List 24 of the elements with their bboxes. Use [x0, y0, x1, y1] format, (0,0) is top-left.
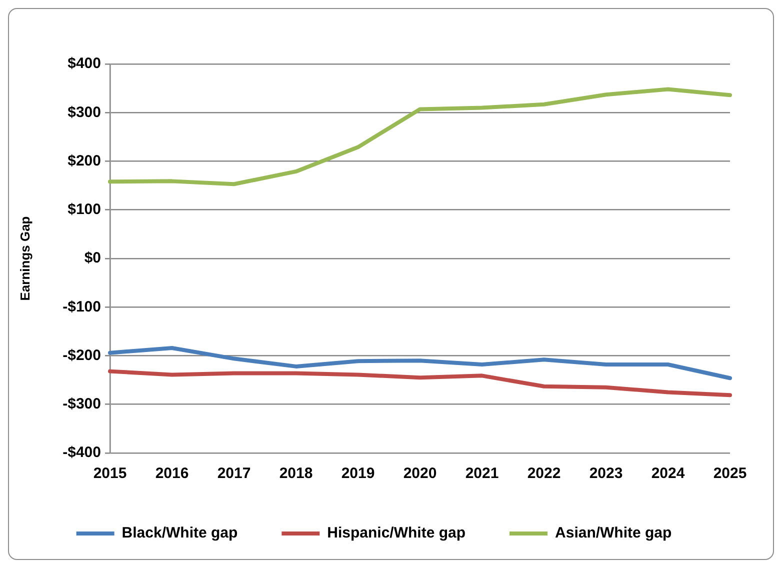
x-tick-label: 2018	[279, 465, 313, 482]
y-tick-label: -$200	[62, 346, 101, 364]
x-tick-label: 2016	[155, 465, 189, 482]
x-tick-label: 2017	[217, 465, 251, 482]
y-axis-title: Earnings Gap	[17, 216, 32, 301]
y-tick-label: $100	[68, 201, 101, 218]
y-tick-label: -$400	[62, 444, 101, 462]
x-tick-label: 2020	[403, 465, 437, 482]
x-tick-label: 2023	[589, 465, 623, 482]
y-tick-label: -$300	[62, 396, 101, 413]
y-tick-label: $300	[68, 104, 101, 121]
x-tick-label: 2021	[465, 465, 499, 482]
x-tick-label: 2025	[713, 465, 747, 482]
y-tick-label: $200	[68, 152, 101, 170]
x-tick-label: 2015	[93, 465, 127, 482]
legend-label: Black/White gap	[122, 524, 238, 542]
x-tick-label: 2019	[341, 465, 375, 482]
legend-label: Hispanic/White gap	[327, 524, 466, 542]
x-tick-label: 2024	[651, 465, 686, 482]
legend-label: Asian/White gap	[555, 524, 672, 542]
x-tick-label: 2022	[527, 465, 561, 482]
y-tick-label: $400	[68, 55, 101, 72]
y-tick-label: -$100	[62, 298, 101, 316]
y-tick-label: $0	[84, 250, 101, 267]
